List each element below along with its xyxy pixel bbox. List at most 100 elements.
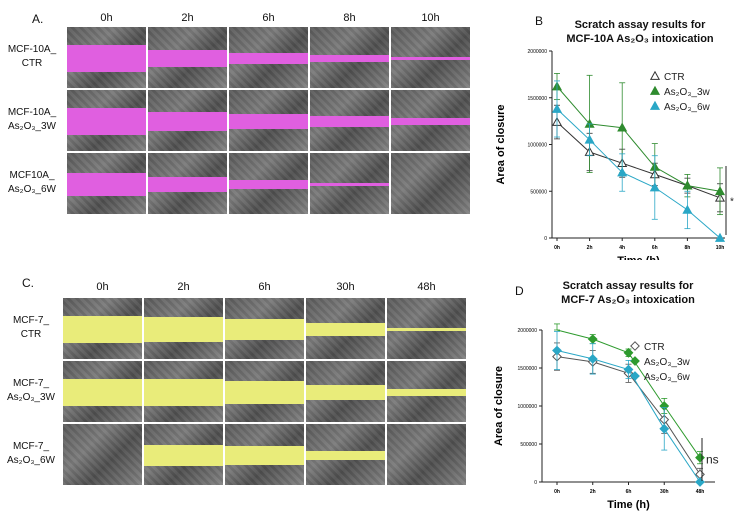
scratch-gap-overlay: [391, 56, 470, 61]
x-tick-label: 48h: [696, 489, 705, 495]
scratch-gap-overlay: [387, 389, 466, 396]
data-point: [623, 364, 634, 375]
scratch-image-tile: [147, 152, 228, 215]
scratch-image-tile: [386, 297, 467, 360]
scratch-image-tile: [66, 89, 147, 152]
timepoint-label-6h: 6h: [258, 281, 271, 293]
x-axis-label: Time (h): [607, 499, 650, 511]
panel-d-letter: D: [515, 284, 524, 298]
timepoint-label-2h: 2h: [177, 281, 190, 293]
scratch-image-tile: [228, 89, 309, 152]
x-tick-label: 8h: [684, 245, 690, 251]
row-label-line2: CTR: [20, 328, 42, 340]
row-label-line2: As₂O₃_6W: [8, 183, 56, 195]
scratch-image-tile: [309, 152, 390, 215]
scratch-gap-overlay: [63, 379, 142, 406]
y-tick-label: 2000000: [528, 49, 548, 55]
panel-c-letter: C.: [22, 276, 34, 290]
timepoint-label-0h: 0h: [100, 12, 113, 24]
data-point: [551, 103, 563, 113]
scratch-image-tile: [147, 89, 228, 152]
y-tick-label: 1000000: [528, 143, 548, 149]
chart-b: 0 500000 1000000 1500000 2000000 0h 2h 4h 6h 8h 10…: [495, 49, 734, 260]
chart-b-title: Scratch assay results for MCF-10A As₂O₃ …: [540, 18, 740, 46]
chart-b-title-line2: MCF-10A As₂O₃ intoxication: [566, 33, 714, 45]
timepoint-label-8h: 8h: [343, 12, 356, 24]
row-label-line1: MCF-7_: [12, 440, 50, 452]
scratch-gap-overlay: [310, 183, 389, 186]
row-label-line1: MCF-10A_: [7, 43, 57, 55]
panel-a-letter: A.: [32, 12, 44, 26]
scratch-image-tile: [62, 423, 143, 486]
row-label-line1: MCF10A_: [9, 169, 55, 181]
scratch-gap-overlay: [387, 328, 466, 331]
data-point: [617, 167, 628, 177]
row-label-line1: MCF-7_: [12, 377, 50, 389]
scratch-image-tile: [305, 423, 386, 486]
scratch-gap-overlay: [306, 450, 385, 461]
scratch-image-tile: [386, 360, 467, 423]
series-As2O3_3w: [554, 323, 705, 465]
legend-marker-As2O3_6w: [649, 100, 661, 110]
data-point: [587, 353, 598, 364]
legend-label-As2O3_3w: As₂O₃_3w: [664, 87, 711, 98]
x-tick-label: 30h: [660, 489, 669, 495]
x-axis-label: Time (h): [617, 255, 660, 260]
scratch-image-tile: [390, 26, 471, 89]
row-label: MCF-10A_ As₂O₃_3W: [3, 106, 61, 134]
scratch-gap-overlay: [229, 53, 308, 64]
scratch-gap-overlay: [148, 177, 227, 192]
chart-b-title-line1: Scratch assay results for: [574, 19, 706, 31]
scratch-image-tile: [224, 360, 305, 423]
timepoint-label-30h: 30h: [336, 281, 355, 293]
scratch-gap-overlay: [144, 444, 223, 467]
row-label-line1: MCF-10A_: [7, 106, 57, 118]
scratch-image-tile: [143, 423, 224, 486]
scratch-image-tile: [66, 26, 147, 89]
scratch-gap-overlay: [225, 445, 304, 466]
y-tick-label: 0: [534, 480, 537, 486]
scratch-image-tile: [66, 152, 147, 215]
series-As2O3_6w: [551, 80, 726, 242]
x-tick-label: 6h: [652, 245, 658, 251]
scratch-gap-overlay: [225, 380, 304, 405]
scratch-gap-overlay: [310, 115, 389, 128]
scratch-gap-overlay: [67, 172, 146, 197]
data-point: [682, 204, 693, 214]
timepoint-label-6h: 6h: [262, 12, 275, 24]
scratch-gap-overlay: [67, 108, 146, 135]
scratch-image-tile: [224, 297, 305, 360]
x-tick-label: 4h: [619, 245, 625, 251]
x-tick-label: 0h: [554, 489, 560, 495]
legend-marker-As2O3_3w: [649, 85, 661, 95]
y-tick-label: 1000000: [518, 404, 538, 410]
x-tick-label: 0h: [554, 245, 560, 251]
series-line: [556, 121, 721, 199]
scratch-image-tile: [62, 360, 143, 423]
data-point: [617, 122, 628, 132]
row-label-line2: As₂O₃_3W: [8, 120, 56, 132]
legend-marker-As2O3_3w: [630, 356, 640, 366]
significance-label: *: [730, 197, 734, 208]
timepoint-label-2h: 2h: [181, 12, 194, 24]
legend-marker-CTR: [649, 70, 661, 80]
scratch-gap-overlay: [225, 318, 304, 341]
series-As2O3_6w: [552, 331, 705, 487]
row-label-line2: As₂O₃_6W: [7, 454, 55, 466]
scratch-gap-overlay: [148, 49, 227, 68]
scratch-image-tile: [305, 360, 386, 423]
chart-d-title-line2: MCF-7 As₂O₃ intoxication: [561, 294, 695, 306]
y-axis-label: Area of closure: [495, 104, 507, 184]
scratch-image-tile: [386, 423, 467, 486]
data-point: [649, 182, 660, 192]
timepoint-label-48h: 48h: [417, 281, 436, 293]
data-point: [695, 452, 705, 463]
scratch-image-tile: [309, 26, 390, 89]
scratch-image-tile: [143, 297, 224, 360]
row-label-line1: MCF-7_: [12, 314, 50, 326]
series-line: [556, 86, 721, 192]
row-label: MCF-7_ As₂O₃_6W: [2, 440, 60, 468]
y-tick-label: 500000: [530, 189, 547, 195]
data-point: [584, 134, 595, 144]
series-line: [556, 108, 721, 239]
